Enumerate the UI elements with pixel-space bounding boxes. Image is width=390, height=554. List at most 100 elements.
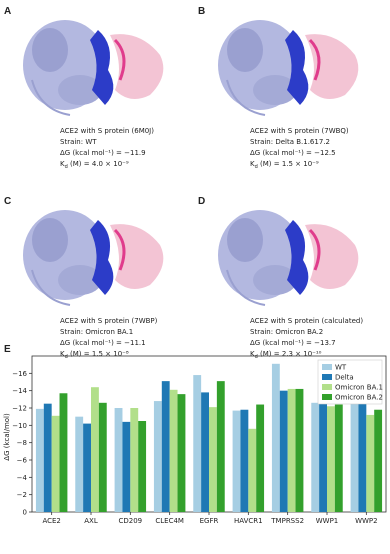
panel-text: ACE2 with S protein (6M0J)	[60, 127, 154, 135]
kd-subscript: d	[65, 354, 68, 360]
bar	[374, 409, 383, 512]
panel-text: Strain: Omicron BA.2	[250, 328, 323, 336]
bar	[319, 396, 327, 512]
bar	[216, 381, 225, 512]
y-tick-label: −10	[12, 422, 27, 430]
panel-text: Kd (M) = 1.5 × 10⁻⁹	[250, 160, 319, 170]
panel-letter: E	[4, 344, 11, 355]
panel-text: Kd (M) = 4.0 × 10⁻⁹	[60, 160, 129, 170]
legend-swatch	[322, 364, 332, 370]
panel-text: ACE2 with S protein (7WBQ)	[250, 127, 349, 135]
x-tick-label: EGFR	[200, 517, 219, 525]
bar	[287, 388, 296, 512]
bar	[256, 404, 265, 512]
bar	[201, 392, 209, 512]
y-axis-label: ΔG (kcal/mol)	[3, 413, 11, 461]
panel-letter: B	[198, 6, 205, 17]
panel-text: ACE2 with S protein (calculated)	[250, 317, 363, 325]
bar	[59, 393, 68, 512]
kd-subscript: d	[255, 164, 258, 170]
legend-swatch	[322, 384, 332, 390]
bar	[232, 410, 241, 512]
panel-letter: C	[4, 196, 11, 207]
bar	[161, 381, 170, 512]
x-tick-label: WWP1	[316, 517, 339, 525]
legend-label: WT	[335, 364, 347, 372]
bar	[358, 398, 367, 512]
y-tick-label: −4	[17, 474, 28, 482]
bar	[98, 402, 107, 512]
panel-text: ΔG (kcal mol⁻¹) = −12.5	[250, 149, 336, 157]
bar	[248, 428, 257, 512]
bar	[193, 375, 202, 512]
bar	[209, 407, 217, 512]
protein-structure	[216, 18, 360, 117]
kd-text: (M) = 4.0 × 10⁻⁹	[68, 160, 129, 168]
x-tick-label: CD209	[119, 517, 143, 525]
protein-structure	[21, 18, 165, 117]
bar	[366, 414, 375, 512]
kd-text: (M) = 1.5 × 10⁻⁹	[258, 160, 319, 168]
kd-subscript: d	[65, 164, 68, 170]
kd-symbol: K	[60, 160, 65, 168]
legend-swatch	[322, 374, 332, 380]
x-tick-label: CLEC4M	[155, 517, 184, 525]
panel-text: ACE2 with S protein (7WBP)	[60, 317, 158, 325]
bar	[130, 408, 139, 512]
bar	[271, 363, 280, 512]
bar	[138, 421, 147, 512]
panel-text: Strain: Delta B.1.617.2	[250, 138, 330, 146]
y-tick-label: −16	[12, 370, 27, 378]
bar	[114, 408, 123, 512]
panel-text: Strain: WT	[60, 138, 97, 146]
y-tick-label: 0	[23, 509, 27, 517]
bar	[295, 388, 304, 512]
bar	[153, 401, 162, 512]
protein-structure	[216, 208, 360, 307]
panel-text: Strain: Omicron BA.1	[60, 328, 133, 336]
panel-letter: A	[4, 6, 11, 17]
bar	[122, 421, 131, 512]
kd-subscript: d	[255, 354, 258, 360]
bar	[279, 390, 288, 512]
x-tick-label: HAVCR1	[234, 517, 263, 525]
x-tick-label: TMPRSS2	[270, 517, 304, 525]
legend-label: Omicron BA.2	[335, 394, 383, 402]
bar	[327, 406, 335, 512]
panel-text: Kd (M) = 2.3 × 10⁻¹⁰	[250, 350, 322, 360]
bar	[169, 389, 178, 512]
panel-text: Kd (M) = 1.5 × 10⁻⁸	[60, 350, 129, 360]
bar	[177, 394, 186, 512]
panel-text: ΔG (kcal mol⁻¹) = −11.9	[60, 149, 146, 157]
y-tick-label: −6	[17, 457, 28, 465]
bar	[311, 402, 320, 512]
y-tick-label: −12	[12, 405, 27, 413]
y-tick-label: −2	[17, 491, 27, 499]
bar	[43, 403, 52, 512]
panel-text: ΔG (kcal mol⁻¹) = −11.1	[60, 339, 146, 347]
bar	[51, 415, 60, 512]
x-tick-label: WWP2	[355, 517, 378, 525]
bar	[35, 408, 44, 512]
legend-label: Delta	[335, 374, 354, 382]
kd-text: (M) = 2.3 × 10⁻¹⁰	[258, 350, 322, 358]
panel-letter: D	[198, 196, 205, 207]
kd-text: (M) = 1.5 × 10⁻⁸	[68, 350, 129, 358]
kd-symbol: K	[60, 350, 65, 358]
kd-symbol: K	[250, 160, 255, 168]
legend-label: Omicron BA.1	[335, 384, 383, 392]
bar	[240, 409, 249, 512]
bar	[75, 416, 84, 512]
bar	[91, 387, 99, 512]
protein-structure	[21, 208, 165, 307]
bar	[334, 404, 343, 512]
legend-swatch	[322, 394, 332, 400]
y-tick-label: −14	[12, 387, 27, 395]
x-tick-label: ACE2	[42, 517, 60, 525]
bar	[350, 397, 359, 512]
panel-text: ΔG (kcal mol⁻¹) = −13.7	[250, 339, 336, 347]
x-tick-label: AXL	[84, 517, 98, 525]
kd-symbol: K	[250, 350, 255, 358]
y-tick-label: −8	[17, 439, 27, 447]
